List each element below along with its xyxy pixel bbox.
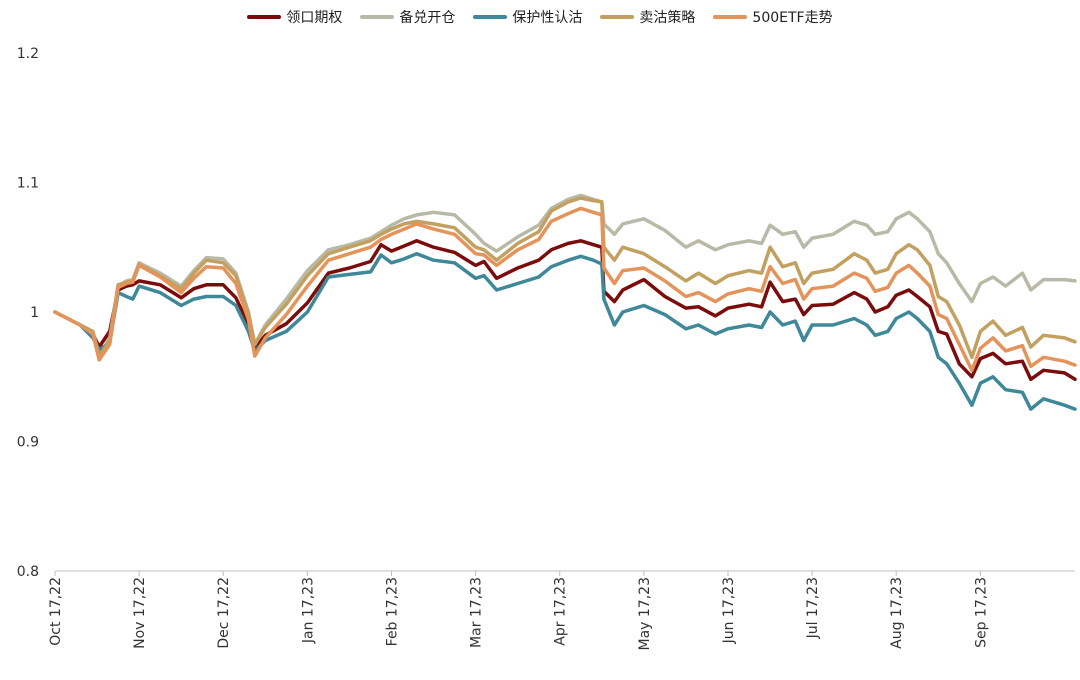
x-tick-label: Apr 17,23 bbox=[553, 577, 569, 646]
x-tick-label: Oct 17,22 bbox=[48, 577, 64, 646]
y-tick-label: 1 bbox=[30, 305, 39, 321]
series-line-3 bbox=[53, 196, 1077, 360]
legend-label: 领口期权 bbox=[286, 10, 343, 26]
x-tick-label: Mar 17,23 bbox=[469, 577, 485, 648]
legend: 领口期权 备兑开仓 保护性认沽 卖沽策略 500ETF走势 bbox=[0, 6, 1080, 28]
x-tick-label: Aug 17,23 bbox=[889, 577, 905, 649]
series-line-2 bbox=[53, 251, 1077, 411]
series-line-4 bbox=[53, 206, 1077, 373]
x-tick-label: May 17,23 bbox=[637, 577, 653, 650]
legend-label: 500ETF走势 bbox=[752, 10, 833, 26]
legend-item: 卖沽策略 bbox=[600, 7, 695, 27]
legend-label: 保护性认沽 bbox=[512, 10, 583, 26]
legend-item: 500ETF走势 bbox=[713, 7, 833, 27]
x-tick-label: Jan 17,23 bbox=[300, 577, 316, 644]
x-tick-label: Jun 17,23 bbox=[721, 577, 737, 644]
x-tick-label: Sep 17,23 bbox=[973, 577, 989, 648]
legend-item: 领口期权 bbox=[247, 7, 342, 27]
legend-swatch bbox=[473, 15, 508, 19]
x-tick-label: Nov 17,22 bbox=[132, 577, 148, 649]
legend-swatch bbox=[713, 15, 748, 19]
legend-swatch bbox=[600, 15, 635, 19]
legend-item: 保护性认沽 bbox=[473, 7, 582, 27]
y-tick-label: 1.2 bbox=[17, 46, 39, 62]
x-tick-label: Dec 17,22 bbox=[216, 577, 232, 649]
y-tick-label: 1.1 bbox=[17, 176, 39, 192]
legend-swatch bbox=[247, 15, 282, 19]
legend-swatch bbox=[360, 15, 395, 19]
y-tick-label: 0.8 bbox=[17, 564, 39, 580]
x-tick-label: Jul 17,23 bbox=[805, 577, 821, 639]
series-line-0 bbox=[53, 239, 1077, 382]
legend-label: 卖沽策略 bbox=[639, 10, 696, 26]
legend-label: 备兑开仓 bbox=[399, 10, 456, 26]
legend-item: 备兑开仓 bbox=[360, 7, 455, 27]
y-tick-label: 0.9 bbox=[17, 435, 39, 451]
x-tick-label: Feb 17,23 bbox=[384, 577, 400, 646]
